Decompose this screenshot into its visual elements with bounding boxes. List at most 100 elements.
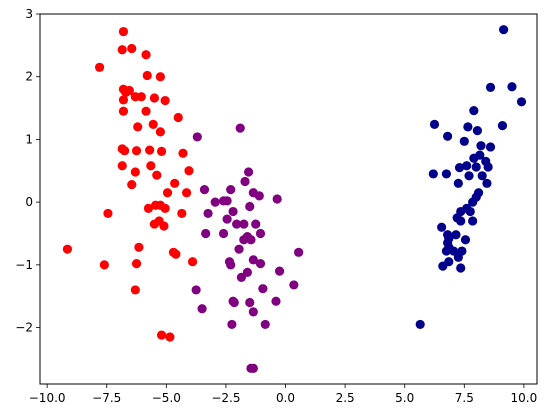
scatter-point-s2-42 [441, 246, 452, 256]
scatter-point-s1-2 [243, 167, 254, 177]
scatter-point-s0-1 [117, 45, 127, 55]
scatter-point-s0-53 [156, 330, 167, 340]
scatter-point-s2-19 [471, 162, 481, 172]
scatter-point-s1-39 [197, 304, 207, 314]
scatter-point-s0-12 [136, 92, 146, 102]
scatter-point-s0-51 [131, 258, 142, 269]
scatter-point-s0-33 [170, 178, 180, 188]
scatter-point-s2-22 [464, 171, 474, 181]
scatter-point-s0-0 [118, 26, 129, 37]
scatter-point-s2-17 [483, 162, 493, 172]
scatter-point-s0-27 [117, 161, 127, 171]
scatter-point-s0-52 [130, 285, 140, 295]
scatter-point-s0-36 [143, 203, 154, 214]
scatter-point-s0-15 [118, 106, 129, 116]
scatter-point-s1-12 [228, 206, 238, 217]
scatter-point-s2-20 [428, 169, 438, 179]
scatter-point-s2-49 [415, 319, 425, 330]
scatter-point-s0-25 [156, 146, 167, 156]
scatter-point-s1-3 [240, 176, 250, 187]
scatter-point-s1-32 [191, 285, 201, 295]
scatter-point-s0-6 [155, 72, 165, 82]
scatter-point-s2-35 [437, 222, 447, 232]
scatter-point-s1-10 [254, 191, 264, 201]
x-tick-label: −5.0 [152, 391, 181, 405]
scatter-point-s0-18 [148, 119, 158, 129]
scatter-point-s1-25 [201, 228, 211, 239]
y-axis: −2 −1 0 1 2 3 [15, 7, 40, 335]
scatter-point-s2-45 [453, 252, 463, 262]
scatter-point-s2-24 [453, 178, 463, 188]
scatter-point-s2-28 [468, 197, 478, 207]
scatter-point-s1-5 [210, 197, 220, 207]
scatter-point-s2-21 [441, 169, 452, 179]
scatter-point-s1-27 [226, 260, 236, 270]
scatter-point-s1-43 [260, 319, 270, 330]
scatter-point-s2-2 [485, 82, 496, 92]
scatter-point-s1-28 [248, 255, 258, 265]
y-tick-label: −1 [15, 258, 33, 272]
scatter-point-s0-31 [152, 170, 162, 180]
x-tick-label: 0.0 [276, 391, 295, 405]
scatter-point-s0-48 [171, 249, 181, 259]
scatter-point-s1-22 [239, 235, 249, 245]
scatter-point-s0-23 [145, 145, 155, 155]
scatter-point-s1-46 [248, 363, 258, 373]
y-tick-label: 2 [25, 70, 33, 84]
x-tick-label: −7.5 [92, 391, 121, 405]
scatter-point-s2-25 [482, 178, 492, 188]
scatter-point-s1-17 [239, 219, 249, 229]
scatter-point-s1-40 [228, 296, 238, 306]
scatter-point-s1-30 [294, 247, 304, 257]
x-tick-label: −2.5 [211, 391, 240, 405]
scatter-point-s1-23 [246, 235, 256, 245]
scatter-point-s2-16 [462, 161, 472, 171]
scatter-point-s1-42 [271, 296, 281, 306]
scatter-point-s0-32 [127, 179, 137, 190]
scatter-point-s2-37 [451, 230, 461, 240]
x-tick-label: 10.0 [511, 391, 538, 405]
x-tick-label: −10.0 [29, 391, 66, 405]
scatter-point-s0-9 [121, 87, 131, 97]
scatter-point-s1-21 [255, 228, 266, 239]
scatter-point-s1-4 [199, 184, 210, 195]
scatter-point-s0-54 [165, 332, 175, 342]
scatter-point-s0-4 [94, 62, 105, 72]
scatter-point-s1-33 [242, 267, 252, 277]
scatter-point-s0-24 [131, 146, 142, 156]
scatter-point-s0-43 [159, 221, 169, 231]
scatter-point-s2-18 [454, 163, 465, 173]
y-tick-label: 1 [25, 132, 33, 146]
scatter-point-s1-13 [245, 201, 255, 212]
scatter-point-s1-19 [218, 228, 229, 239]
scatter-point-s1-36 [289, 280, 299, 290]
scatter-point-s0-26 [178, 148, 188, 158]
scatter-point-s0-45 [103, 208, 113, 219]
x-axis: −10.0 −7.5 −5.0 −2.5 0.0 2.5 5.0 7.5 10.0 [29, 384, 537, 405]
scatter-point-s1-14 [203, 208, 213, 219]
scatter-point-s1-1 [192, 132, 202, 142]
scatter-point-s1-24 [234, 244, 244, 254]
scatter-point-s1-38 [245, 297, 255, 308]
y-tick-label: 3 [25, 7, 33, 21]
scatter-point-s1-34 [274, 266, 285, 276]
scatter-point-s0-14 [160, 95, 170, 106]
scatter-point-s0-22 [120, 146, 130, 156]
scatter-point-s0-34 [182, 188, 192, 198]
scatter-point-s0-49 [187, 257, 198, 267]
scatter-point-s2-6 [463, 122, 473, 132]
scatter-point-s0-40 [177, 208, 187, 219]
scatter-point-s0-20 [155, 127, 165, 137]
scatter-point-s2-23 [477, 171, 487, 181]
scatter-point-s2-43 [448, 246, 459, 256]
scatter-point-s0-39 [160, 203, 170, 214]
scatter-point-s1-16 [232, 219, 242, 229]
scatter-point-s1-15 [222, 214, 232, 224]
scatter-point-s2-8 [472, 126, 483, 136]
scatter-point-s2-7 [497, 121, 508, 131]
scatter-point-s1-35 [258, 284, 268, 294]
scatter-point-s2-1 [507, 82, 517, 92]
scatter-point-s1-0 [235, 123, 245, 133]
scatter-point-s1-6 [226, 184, 236, 195]
